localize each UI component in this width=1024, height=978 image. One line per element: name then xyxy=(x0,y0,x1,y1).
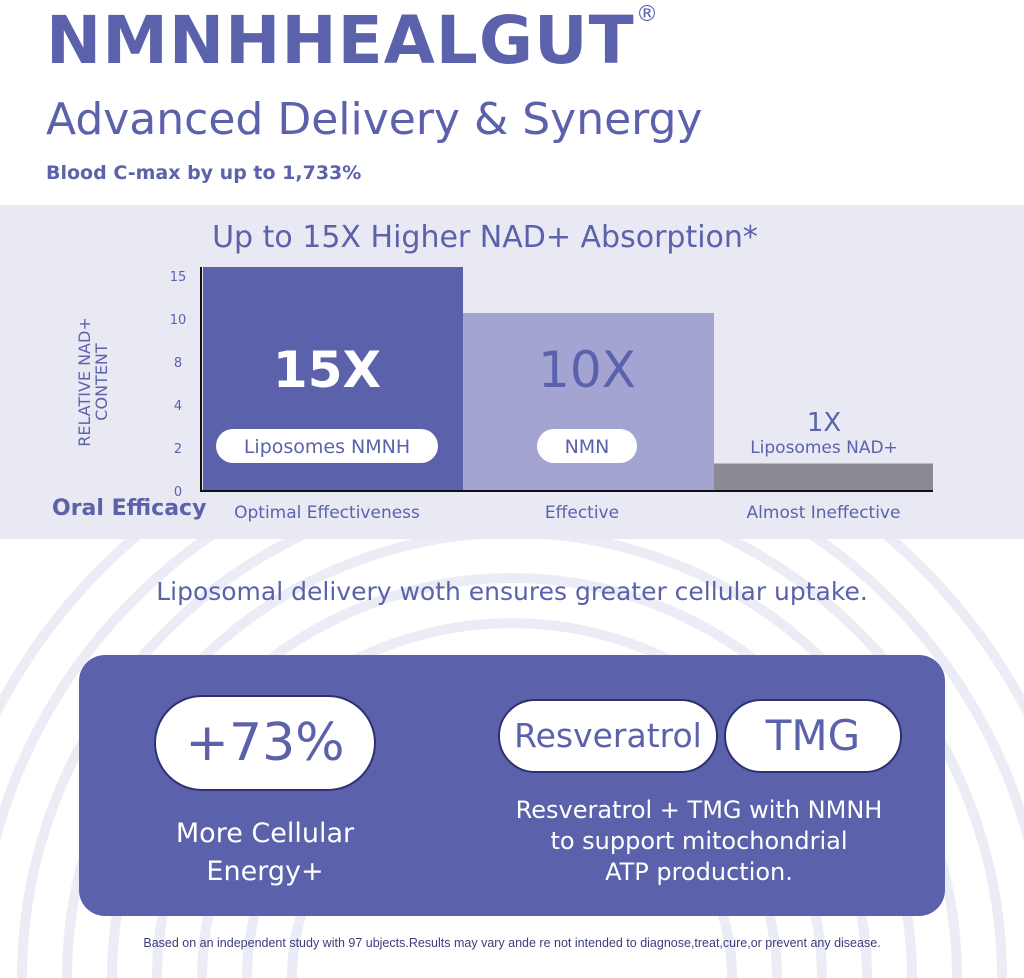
benefits-card: +73% More Cellular Energy+ Resveratrol T… xyxy=(79,655,945,916)
bar-name-label: NMN xyxy=(565,436,610,458)
arc xyxy=(0,539,1024,842)
disclaimer: Based on an independent study with 97 ub… xyxy=(143,936,881,950)
x-tick-label: Optimal Effectiveness xyxy=(234,503,420,523)
value-label: 10X xyxy=(538,341,636,399)
stat-caption-line1: More Cellular xyxy=(175,818,355,849)
x-axis-label: Oral Efficacy xyxy=(52,496,207,521)
arc xyxy=(0,539,1024,717)
stat-caption-line2: Energy+ xyxy=(206,856,324,887)
cmax-claim: Blood C-max by up to 1,733% xyxy=(46,162,362,184)
bar xyxy=(714,463,933,490)
registered-mark: ® xyxy=(636,2,658,27)
value-label: 1X xyxy=(807,408,841,438)
y-tick-label: 4 xyxy=(174,399,182,414)
value-label: 15X xyxy=(273,341,381,399)
tagline: Liposomal delivery woth ensures greater … xyxy=(156,577,868,606)
bar-name-pill xyxy=(537,429,637,463)
bar-name-label: Liposomes NMNH xyxy=(244,436,410,458)
resveratrol-pill: Resveratrol xyxy=(498,699,718,773)
desc-line1: Resveratrol + TMG with NMNH xyxy=(515,796,883,824)
bar-chart: 0 2 4 8 10 15 Optimal Effectiveness 15X Liposome… xyxy=(170,267,933,523)
bar xyxy=(463,313,714,490)
synergy-description: Resveratrol + TMG with NMNH to support m… xyxy=(479,795,919,888)
brand-logo: NMNHHEALGUT xyxy=(46,2,635,79)
stat-pill: +73% xyxy=(154,695,376,791)
y-tick-label: 8 xyxy=(174,356,182,371)
x-tick-label: Almost Ineffective xyxy=(747,503,901,523)
y-tick-label: 15 xyxy=(170,270,187,285)
tmg-pill: TMG xyxy=(724,699,902,773)
desc-line3: ATP production. xyxy=(605,858,793,886)
bar-name-label: Liposomes NAD+ xyxy=(750,438,898,458)
bar-name-pill xyxy=(216,429,438,463)
desc-line2: to support mitochondrial xyxy=(550,827,848,855)
subtitle: Advanced Delivery & Synergy xyxy=(46,94,703,145)
stat-caption: More Cellular Energy+ xyxy=(129,815,401,891)
y-tick-label: 2 xyxy=(174,442,182,457)
x-tick-label: Effective xyxy=(545,503,619,523)
y-tick-label: 0 xyxy=(174,485,182,500)
chart-title: Up to 15X Higher NAD+ Absorption* xyxy=(212,220,758,255)
y-tick-label: 10 xyxy=(170,313,187,328)
